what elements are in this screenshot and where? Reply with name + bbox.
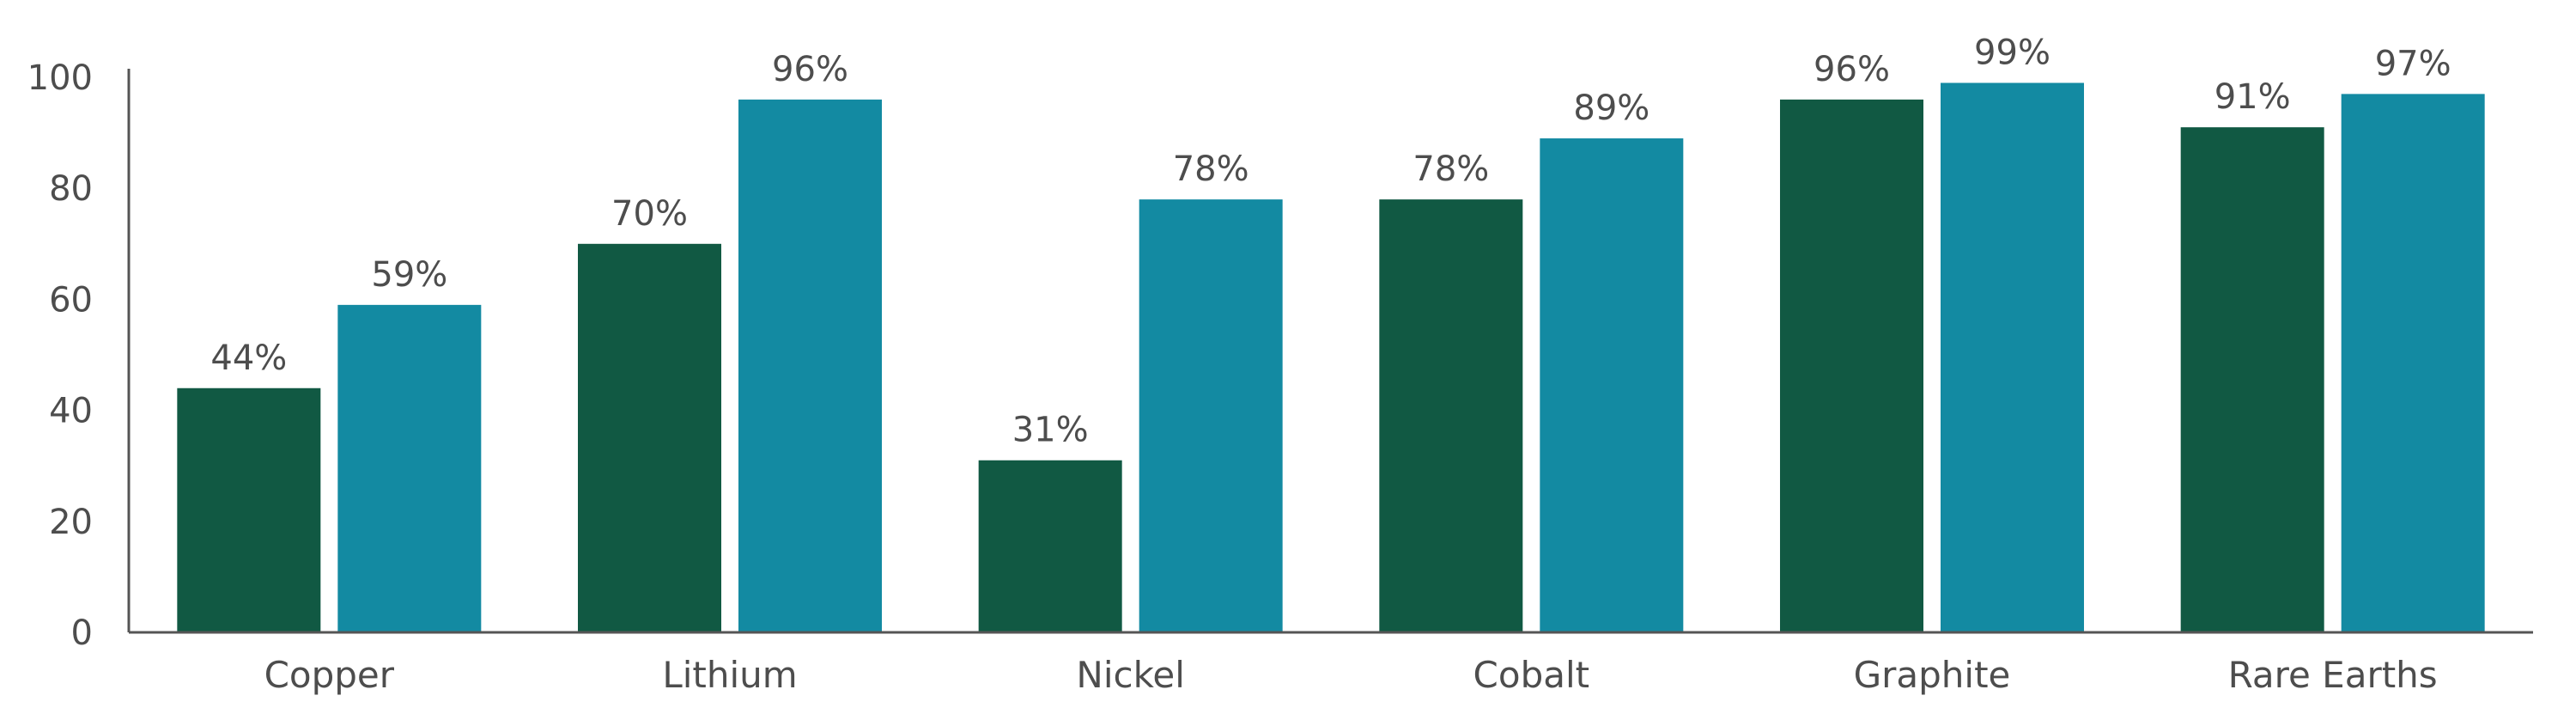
bar-graphite-series-1	[1780, 99, 1923, 633]
x-axis-category-label: Graphite	[1854, 654, 2011, 696]
bar-nickel-series-1	[978, 460, 1122, 632]
y-axis-tick-label: 80	[49, 169, 93, 209]
data-label: 89%	[1573, 88, 1649, 128]
bar-rare-earths-series-2	[2341, 94, 2485, 632]
data-label: 78%	[1173, 149, 1249, 189]
x-axis-category-label: Nickel	[1076, 654, 1185, 696]
bar-copper-series-2	[337, 304, 482, 632]
data-label: 96%	[1814, 50, 1890, 89]
bar-rare-earths-series-1	[2180, 127, 2324, 632]
bars-layer	[177, 82, 2485, 633]
y-axis-tick-label: 0	[71, 613, 93, 653]
bar-cobalt-series-1	[1379, 199, 1523, 632]
bar-lithium-series-1	[578, 243, 721, 632]
data-label: 78%	[1413, 149, 1489, 189]
bar-nickel-series-2	[1139, 199, 1283, 632]
x-axis-category-label: Cobalt	[1473, 654, 1590, 696]
data-label: 59%	[371, 255, 447, 295]
data-label: 96%	[772, 50, 848, 89]
bar-copper-series-1	[177, 387, 321, 632]
data-label: 70%	[611, 194, 688, 234]
bar-graphite-series-2	[1941, 82, 2084, 632]
y-axis-tick-label: 100	[27, 58, 93, 98]
y-axis-tick-label: 40	[49, 392, 93, 431]
bar-lithium-series-2	[738, 99, 882, 633]
labels-layer: 44% 59% Copper 70% 96% Lithium 31% 78% Nickel 78%…	[27, 33, 2451, 696]
x-axis-category-label: Lithium	[662, 654, 797, 696]
x-axis-category-label: Rare Earths	[2228, 654, 2438, 696]
y-axis-tick-label: 20	[49, 503, 93, 542]
y-axis-tick-label: 60	[49, 280, 93, 320]
data-label: 97%	[2375, 44, 2451, 83]
data-label: 91%	[2215, 77, 2291, 117]
data-label: 31%	[1012, 411, 1089, 450]
x-axis-category-label: Copper	[264, 654, 395, 696]
data-label: 44%	[210, 339, 287, 378]
bar-cobalt-series-2	[1540, 138, 1684, 632]
data-label: 99%	[1974, 33, 2050, 72]
axes-layer	[127, 69, 2533, 634]
